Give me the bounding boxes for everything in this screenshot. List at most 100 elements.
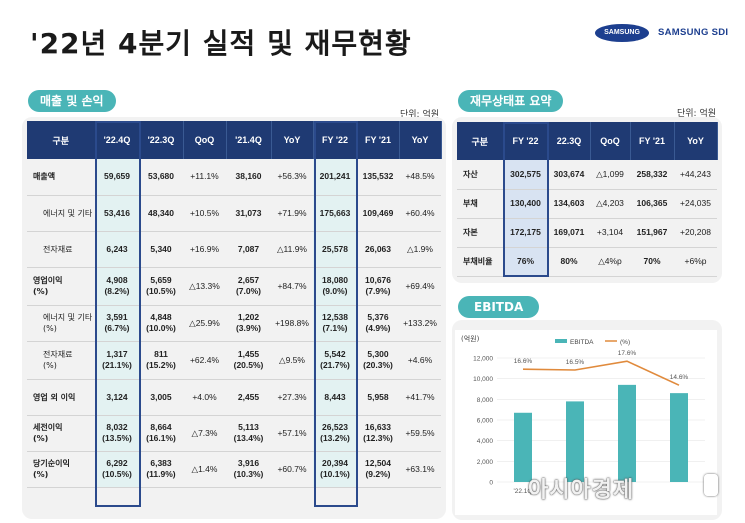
income-cell-ratio: (10.0%) [146, 323, 176, 333]
income-header-cell: 구분 [27, 121, 96, 159]
income-cell: 5,958 [357, 379, 399, 416]
income-cell-value: +4.0% [192, 391, 217, 402]
y-axis-unit: (억원) [461, 334, 480, 343]
income-cell-value: 10,676 [365, 275, 391, 285]
income-row-label-main: 에너지 및 기타 [43, 208, 93, 218]
balance-cell: 106,365 [630, 189, 674, 219]
income-row: 세전이익 (%) 8,032 (13.5%) 8,664 (16.1%) △7.3% 5,11… [27, 415, 441, 452]
income-row-label: 전자재료 [27, 231, 95, 268]
income-cell-ratio: (4.9%) [365, 323, 391, 333]
income-cell: 26,063 [357, 231, 399, 268]
balance-header-cell: FY '21 [630, 122, 675, 160]
income-cell-ratio: (7.0%) [235, 286, 262, 296]
income-cell: 811 (15.2%) [139, 341, 183, 380]
income-cell-ratio: (13.4%) [233, 433, 264, 443]
income-cell: +48.5% [399, 159, 441, 196]
income-cell: 109,469 [357, 195, 399, 232]
income-row-label-sub: (%) [33, 434, 49, 443]
income-row-label: 매출액 [27, 159, 95, 196]
income-row-label-main: 전자재료 [43, 244, 73, 254]
balance-cell: 80% [548, 247, 590, 277]
income-cell: 12,538 (7.1%) [313, 305, 357, 342]
y-tick-label: 8,000 [477, 397, 494, 404]
income-cell-value: +69.4% [405, 280, 435, 291]
income-cell-ratio: (13.2%) [320, 433, 350, 443]
balance-row: 부채 130,400 134,603 △4,203 106,365 +24,035 [457, 189, 717, 219]
income-cell-value: 201,241 [319, 171, 351, 182]
percent-point-label: 16.5% [566, 359, 585, 366]
income-cell: 5,113 (13.4%) [226, 415, 271, 452]
income-cell: 1,455 (20.5%) [226, 341, 271, 380]
income-cell-value: +60.7% [277, 463, 307, 474]
income-cell: +60.4% [399, 195, 441, 232]
balance-cell: 151,967 [630, 218, 674, 248]
income-cell-value: △7.3% [191, 427, 218, 438]
income-cell-value: +59.5% [405, 427, 435, 438]
income-cell-value: 26,063 [365, 243, 391, 254]
income-cell: +84.7% [271, 267, 313, 306]
income-cell-ratio: (15.2%) [146, 360, 176, 370]
income-cell-value: △13.3% [189, 280, 220, 291]
income-row-label-main: 전자재료 [43, 350, 73, 359]
income-cell-value: 12,538 [322, 312, 348, 322]
income-cell-ratio: (10.1%) [320, 469, 350, 479]
income-cell: 25,578 [313, 231, 357, 268]
income-cell: +41.7% [399, 379, 441, 416]
y-tick-label: 10,000 [473, 376, 493, 383]
balance-cell: +44,243 [674, 160, 717, 190]
income-cell: 4,908 (8.2%) [95, 267, 139, 306]
legend-bar-swatch [555, 339, 567, 343]
balance-row-label: 자본 [457, 218, 503, 248]
income-cell: 7,087 [226, 231, 271, 268]
income-row: 에너지 및 기타 (%) 3,591 (6.7%) 4,848 (10.0%) △25.9%… [27, 305, 441, 342]
income-cell-value: 5,958 [367, 391, 389, 402]
income-cell-value: 1,202 [237, 312, 260, 322]
income-row-label: 전자재료 (%) [27, 341, 95, 380]
income-cell: 175,663 [313, 195, 357, 232]
income-cell-value: 3,005 [150, 391, 172, 402]
income-cell: 2,455 [226, 379, 271, 416]
y-tick-label: 12,000 [473, 356, 493, 363]
income-cell-value: 5,376 [367, 312, 389, 322]
income-cell-value: 8,664 [150, 422, 172, 432]
income-cell: △11.9% [271, 231, 313, 268]
income-cell-value: 38,160 [235, 171, 262, 182]
income-cell-value: 5,113 [238, 422, 259, 432]
income-row: 매출액 59,659 53,680 +11.1% 38,160 +56.3% 201,241… [27, 159, 441, 196]
income-cell-ratio: (9.0%) [322, 286, 348, 296]
balance-header-cell: QoQ [590, 122, 631, 160]
income-cell-value: 53,416 [104, 207, 130, 218]
income-header-cell: YoY [399, 121, 442, 159]
income-cell: 4,848 (10.0%) [139, 305, 183, 342]
income-cell: 53,416 [95, 195, 139, 232]
ebitda-bar [514, 412, 532, 482]
income-row-label-main: 당기순이익 [33, 459, 70, 468]
balance-unit-label: 단위: 억원 [677, 109, 717, 119]
income-cell: +4.0% [183, 379, 226, 416]
income-cell-value: 16,633 [365, 422, 391, 432]
income-cell: 5,376 (4.9%) [357, 305, 399, 342]
income-cell: +60.7% [271, 451, 313, 488]
income-row: 영업 외 이익 3,124 3,005 +4.0% 2,455 +27.3% 8,443 5,… [27, 379, 441, 416]
income-cell: +133.2% [399, 305, 441, 342]
ebitda-chart-box: (억원) EBITDA (%) 12,000 10,000 8,000 6,000 4,000… [455, 330, 717, 515]
income-cell: 5,340 [139, 231, 183, 268]
income-cell: 3,124 [95, 379, 139, 416]
income-row-label-sub: (%) [43, 361, 57, 370]
income-cell: +57.1% [271, 415, 313, 452]
percent-point-label: 14.6% [670, 374, 689, 381]
income-cell: 3,005 [139, 379, 183, 416]
income-row: 전자재료 (%) 1,317 (21.1%) 811 (15.2%) +62.4% 1,455… [27, 341, 441, 380]
income-cell: +59.5% [399, 415, 441, 452]
income-cell-value: 2,657 [237, 275, 260, 285]
income-cell: +63.1% [399, 451, 441, 488]
income-header-cell: '21.4Q [226, 121, 272, 159]
income-cell: 8,032 (13.5%) [95, 415, 139, 452]
percent-point-label: 16.6% [514, 358, 533, 365]
income-cell-value: 8,032 [106, 422, 128, 432]
income-cell-value: △1.9% [407, 243, 433, 254]
balance-header-cell: FY '22 [503, 122, 549, 160]
income-row-label: 에너지 및 기타 [27, 195, 95, 232]
income-cell: +71.9% [271, 195, 313, 232]
income-section-label: 매출 및 손익 [28, 90, 116, 112]
